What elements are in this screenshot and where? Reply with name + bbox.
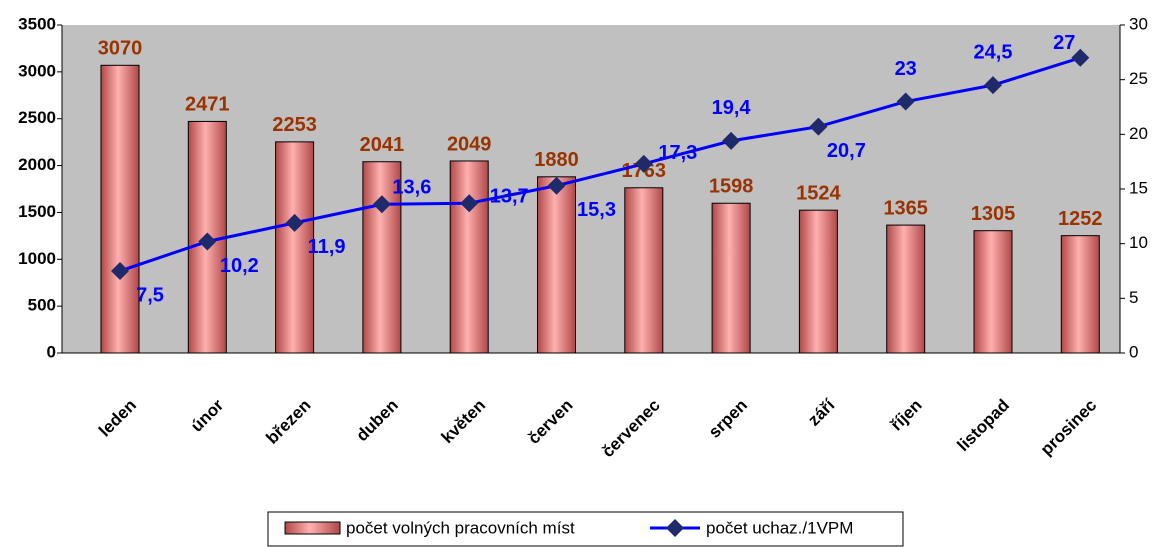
line-value-label: 27 — [1053, 32, 1075, 54]
line-value-label: 7,5 — [136, 284, 164, 306]
x-tick-label: září — [804, 395, 839, 430]
bar — [362, 161, 402, 354]
y-tick-label: 2500 — [18, 108, 56, 127]
y-tick-label: 3500 — [18, 14, 56, 33]
bar-value-label: 1524 — [796, 182, 841, 204]
bar — [449, 160, 489, 354]
bar-value-label: 2041 — [360, 134, 405, 156]
line-value-label: 13,6 — [392, 177, 431, 199]
y-tick-label: 1000 — [18, 249, 56, 268]
line-marker — [896, 92, 915, 111]
bar — [886, 224, 926, 354]
bar-value-label: 2049 — [447, 133, 492, 155]
x-tick-label: březen — [262, 396, 314, 448]
line-value-label: 17,3 — [658, 142, 697, 164]
bar — [537, 176, 576, 354]
y2-tick-label: 0 — [1129, 342, 1138, 361]
bar-value-label: 3070 — [98, 38, 143, 60]
y2-tick-label: 25 — [1129, 69, 1148, 88]
legend-swatch — [284, 521, 341, 535]
line-value-label: 23 — [895, 58, 917, 80]
y2-tick-label: 15 — [1129, 178, 1148, 197]
line-value-label: 20,7 — [827, 140, 866, 162]
y-tick-label: 1500 — [18, 202, 56, 221]
line-value-label: 24,5 — [974, 41, 1013, 63]
line-marker — [460, 194, 479, 213]
line-marker — [547, 176, 566, 195]
x-tick-label: listopad — [953, 396, 1013, 456]
line-value-label: 15,3 — [577, 199, 616, 221]
line-marker — [722, 131, 741, 150]
bar — [100, 64, 140, 354]
legend-box — [267, 511, 904, 547]
bar — [1060, 235, 1100, 354]
legend-label: počet uchaz./1VPM — [706, 518, 853, 537]
bar — [275, 141, 315, 354]
bar-value-label: 1880 — [534, 149, 579, 171]
y-tick-label: 2000 — [18, 155, 56, 174]
y2-tick-label: 5 — [1129, 288, 1138, 307]
line-marker — [809, 117, 828, 136]
legend-label: počet volných pracovních míst — [346, 518, 575, 537]
bar-value-label: 2471 — [185, 94, 230, 116]
line — [119, 56, 1081, 273]
bar — [624, 187, 664, 354]
line-marker — [1071, 48, 1090, 67]
x-tick-label: květen — [438, 396, 490, 448]
bar — [711, 202, 751, 354]
y-tick-label: 3000 — [18, 61, 56, 80]
line-value-label: 13,7 — [490, 185, 529, 207]
bar-value-label: 1598 — [709, 176, 754, 198]
bar-value-label: 1365 — [883, 197, 928, 219]
plot-area — [62, 25, 1120, 353]
x-tick-label: únor — [187, 395, 227, 435]
x-tick-label: prosinec — [1037, 396, 1101, 460]
y2-tick-label: 10 — [1129, 233, 1148, 252]
line-marker — [984, 76, 1002, 95]
y-tick-label: 0 — [47, 342, 56, 361]
bar — [973, 230, 1013, 354]
line-value-label: 11,9 — [308, 236, 346, 258]
bar-value-label: 1252 — [1058, 208, 1103, 230]
y2-tick-label: 20 — [1129, 124, 1148, 143]
line-marker — [111, 262, 129, 280]
x-tick-label: srpen — [705, 396, 751, 442]
line-marker — [198, 232, 217, 251]
legend-marker — [666, 519, 684, 537]
x-tick-label: leden — [95, 396, 140, 441]
x-tick-label: duben — [352, 396, 401, 445]
y2-tick-label: 30 — [1129, 14, 1148, 33]
line-marker — [634, 154, 653, 173]
line-marker — [372, 195, 391, 214]
y-tick-label: 500 — [28, 296, 56, 315]
line-marker — [285, 213, 304, 232]
x-tick-label: říjen — [887, 396, 926, 435]
bar-value-label: 2253 — [272, 114, 317, 136]
x-tick-label: červenec — [598, 396, 664, 462]
bar-value-label: 1305 — [971, 203, 1016, 225]
line-value-label: 10,2 — [220, 255, 259, 277]
x-tick-label: červen — [524, 396, 576, 448]
bar — [798, 209, 838, 354]
line-value-label: 19,4 — [712, 97, 752, 119]
